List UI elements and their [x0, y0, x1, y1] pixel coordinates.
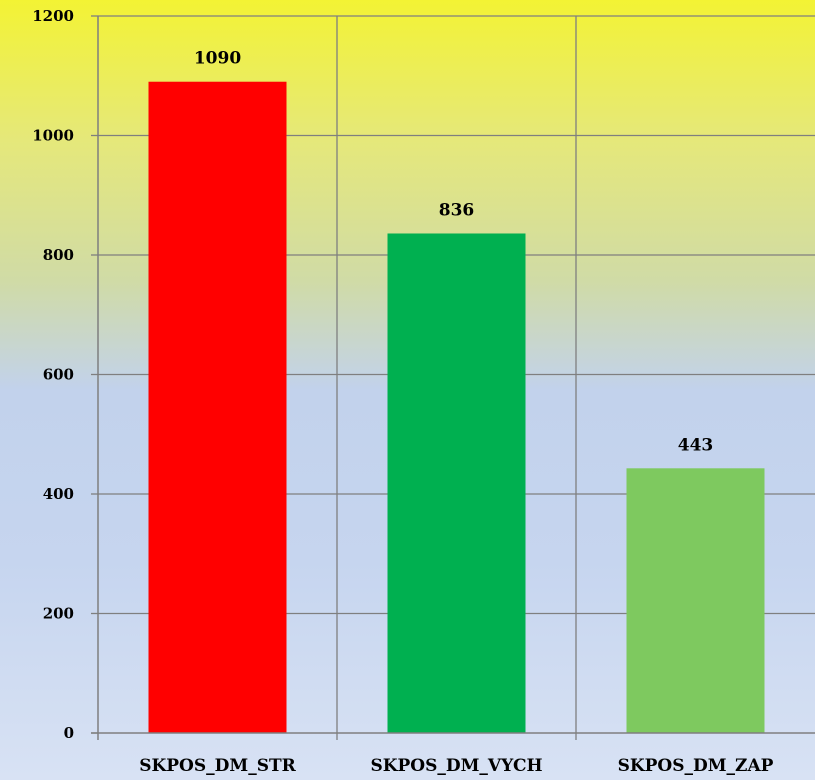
- bar-skpos-dm-str: [148, 81, 287, 734]
- bar-skpos-dm-vych: [387, 233, 526, 734]
- y-tick-labels: 0 200 400 600 800 1000 1200: [32, 7, 74, 742]
- bar-skpos-dm-zap: [626, 468, 765, 733]
- category-label: SKPOS_DM_ZAP: [618, 756, 774, 776]
- data-label: 1090: [194, 49, 241, 69]
- bars: [148, 81, 765, 734]
- axes: [91, 15, 815, 740]
- y-tick-label: 200: [43, 605, 74, 623]
- data-labels: 1090 836 443: [194, 49, 713, 456]
- y-tick-label: 600: [43, 366, 74, 384]
- data-label: 443: [678, 435, 714, 455]
- y-tick-label: 0: [64, 724, 74, 742]
- y-tick-label: 400: [43, 485, 74, 503]
- y-tick-label: 1000: [32, 127, 74, 145]
- category-label: SKPOS_DM_VYCH: [370, 756, 542, 776]
- category-labels: SKPOS_DM_STR SKPOS_DM_VYCH SKPOS_DM_ZAP: [139, 756, 773, 776]
- y-tick-label: 800: [43, 246, 74, 264]
- y-tick-label: 1200: [32, 7, 74, 25]
- data-label: 836: [439, 200, 475, 220]
- category-label: SKPOS_DM_STR: [139, 756, 296, 776]
